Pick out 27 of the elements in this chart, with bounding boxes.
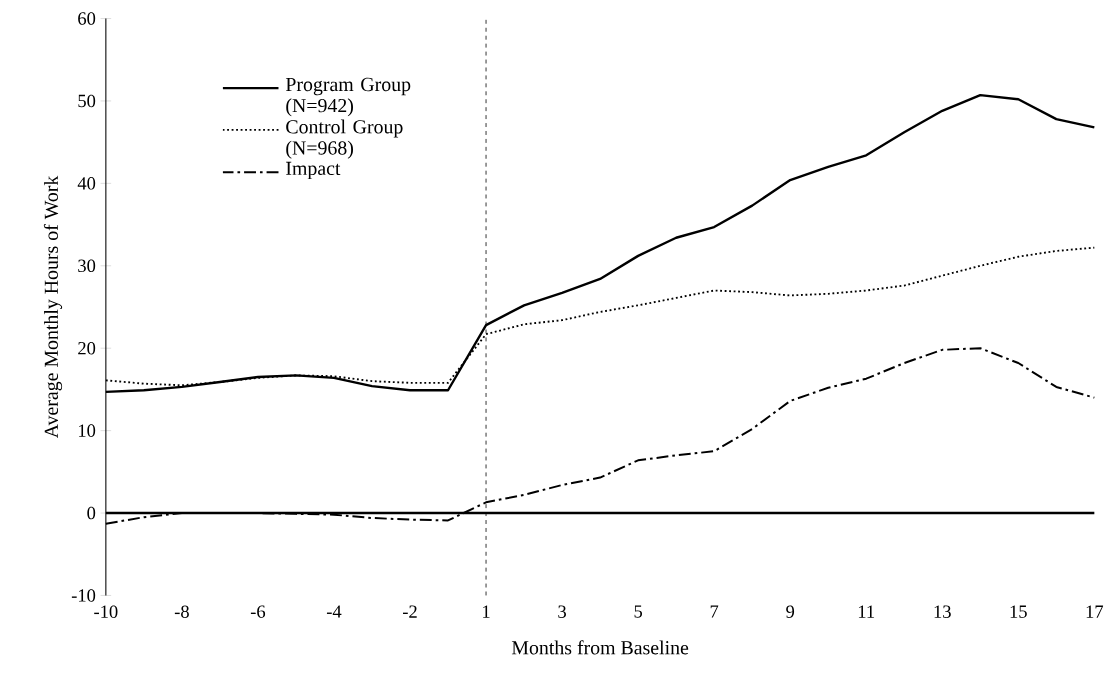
- y-tick-label: 60: [78, 12, 96, 25]
- y-axis-title: Average Monthly Hours of Work: [43, 175, 63, 439]
- legend-label: Impact: [286, 162, 341, 180]
- x-tick-label: 9: [786, 605, 795, 619]
- x-tick-label: 11: [858, 605, 875, 618]
- x-tick-label: 15: [1010, 605, 1027, 618]
- y-tick-label: 10: [78, 424, 96, 438]
- x-tick-label: -8: [174, 605, 189, 619]
- y-tick-label: 20: [78, 342, 96, 355]
- x-tick-label: 5: [634, 605, 643, 618]
- y-tick-label: 40: [77, 177, 96, 190]
- x-tick-label: -6: [250, 605, 266, 619]
- x-tick-label: -2: [402, 605, 417, 618]
- x-tick-label: 3: [558, 605, 566, 619]
- x-tick-label: -4: [326, 605, 342, 618]
- y-tick-label: 0: [87, 506, 96, 520]
- legend-label: Program Group (N=942): [285, 77, 411, 117]
- y-tick-label: -10: [71, 589, 96, 602]
- legend-label: Control Group (N=968): [286, 119, 403, 159]
- x-axis-title: Months from Baseline: [511, 640, 689, 655]
- y-tick-label: 50: [78, 94, 96, 108]
- x-tick-label: 7: [710, 605, 719, 618]
- x-tick-label: 13: [934, 605, 951, 619]
- y-tick-label: 30: [78, 259, 96, 273]
- x-tick-label: 1: [483, 605, 490, 618]
- x-tick-label: -10: [94, 605, 118, 619]
- x-tick-label: 17: [1086, 605, 1104, 618]
